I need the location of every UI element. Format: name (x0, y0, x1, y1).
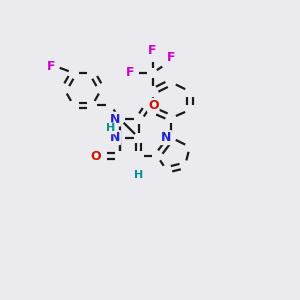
Text: F: F (125, 67, 134, 80)
Text: H: H (106, 123, 116, 134)
Text: F: F (46, 59, 55, 73)
Text: H: H (134, 170, 143, 180)
Text: N: N (161, 131, 171, 144)
Text: N: N (110, 113, 120, 126)
Text: O: O (91, 150, 101, 163)
Text: F: F (148, 44, 157, 57)
Text: N: N (110, 131, 120, 144)
Text: O: O (148, 99, 159, 112)
Text: F: F (167, 51, 175, 64)
